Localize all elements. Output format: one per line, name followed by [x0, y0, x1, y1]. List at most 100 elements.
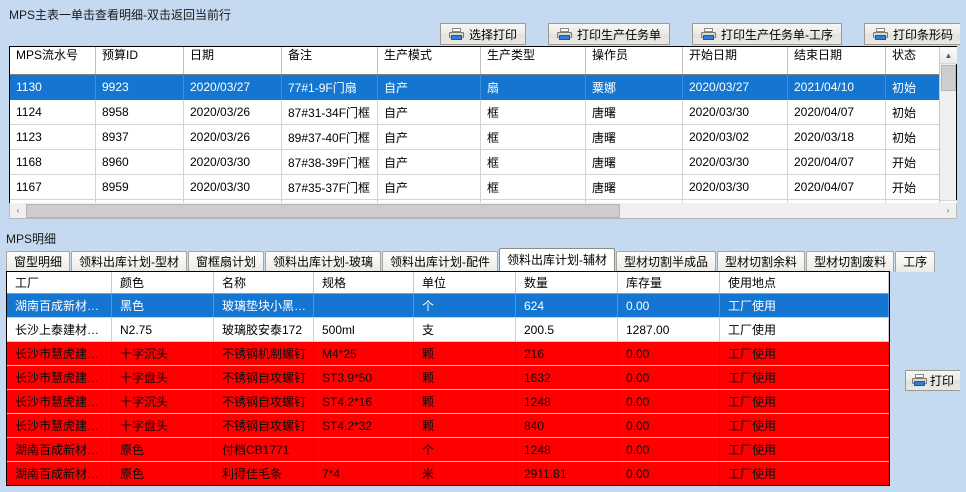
- horizontal-scroll-thumb[interactable]: [26, 203, 620, 218]
- horizontal-scroll-track[interactable]: [26, 203, 940, 218]
- table-row[interactable]: 湖南百成新材… 原色 利得佳毛条 7*4 米 2911.81 0.00 工厂使用: [7, 462, 889, 485]
- printer-icon: [912, 374, 927, 387]
- master-col-start-date[interactable]: 开始日期: [683, 47, 788, 74]
- cell-budget-id: 8958: [96, 100, 184, 124]
- scroll-left-icon[interactable]: ‹: [16, 206, 20, 215]
- cell-color: 原色: [112, 438, 214, 461]
- print-production-task-process-button[interactable]: 打印生产任务单-工序: [692, 23, 843, 45]
- cell-stock: 0.00: [618, 366, 720, 389]
- tab-profile-cut-scrap[interactable]: 型材切割废料: [806, 251, 895, 272]
- table-row[interactable]: 长沙市慧虎建… 十字沉头 不锈钢自攻螺钉 ST4.2*16 颗 1248 0.0…: [7, 390, 889, 414]
- cell-end-date: 2021/04/10: [788, 75, 886, 99]
- detail-grid[interactable]: 工厂 颜色 名称 规格 单位 数量 库存量 使用地点 湖南百成新材… 黑色 玻璃…: [6, 271, 890, 486]
- master-grid-vertical-scrollbar[interactable]: ▲ ▼: [939, 47, 957, 217]
- master-col-date[interactable]: 日期: [184, 47, 282, 74]
- select-print-button[interactable]: 选择打印: [440, 23, 527, 45]
- table-row[interactable]: 湖南百成新材… 黑色 玻璃垫块小黑… 个 624 0.00 工厂使用: [7, 294, 889, 318]
- detail-col-factory[interactable]: 工厂: [7, 272, 112, 293]
- master-col-budget-id[interactable]: 预算ID: [96, 47, 184, 74]
- detail-col-stock[interactable]: 库存量: [618, 272, 720, 293]
- cell-production-type: 框: [481, 125, 586, 149]
- master-col-status[interactable]: 状态: [886, 47, 941, 74]
- vertical-scroll-thumb[interactable]: [941, 65, 956, 91]
- cell-location: 工厂使用: [720, 438, 889, 461]
- print-production-task-button[interactable]: 打印生产任务单: [548, 23, 671, 45]
- master-col-mps-serial[interactable]: MPS流水号: [10, 47, 96, 74]
- cell-unit: 颗: [414, 366, 516, 389]
- detail-col-name[interactable]: 名称: [214, 272, 314, 293]
- table-row[interactable]: 长沙上泰建材… N2.75 玻璃胶安泰172 500ml 支 200.5 128…: [7, 318, 889, 342]
- cell-color: 十字盘头: [112, 414, 214, 437]
- cell-quantity: 840: [516, 414, 618, 437]
- table-row[interactable]: 长沙市慧虎建… 十字盘头 不锈钢自攻螺钉 ST4.2*32 颗 840 0.00…: [7, 414, 889, 438]
- table-row[interactable]: 湖南百成新材… 原色 付档CB1771 个 1248 0.00 工厂使用: [7, 438, 889, 462]
- cell-production-type: 扇: [481, 75, 586, 99]
- cell-name: 不锈钢机制螺钉: [214, 342, 314, 365]
- cell-operator: 唐曙: [586, 150, 683, 174]
- print-barcode-button[interactable]: 打印条形码: [864, 23, 963, 45]
- master-col-production-type[interactable]: 生产类型: [481, 47, 586, 74]
- detail-print-button[interactable]: 打印: [905, 370, 962, 391]
- detail-col-color[interactable]: 颜色: [112, 272, 214, 293]
- cell-factory: 湖南百成新材…: [7, 462, 112, 485]
- cell-production-type: 框: [481, 175, 586, 199]
- cell-unit: 颗: [414, 342, 516, 365]
- tab-frame-sash-plan[interactable]: 窗框扇计划: [188, 251, 265, 272]
- master-col-end-date[interactable]: 结束日期: [788, 47, 886, 74]
- table-row[interactable]: 1167 8959 2020/03/30 87#35-37F门框 自产 框 唐曙…: [10, 175, 956, 200]
- scroll-up-icon[interactable]: ▲: [940, 47, 957, 64]
- tab-window-type-detail[interactable]: 窗型明细: [6, 251, 71, 272]
- cell-stock: 0.00: [618, 438, 720, 461]
- cell-budget-id: 9923: [96, 75, 184, 99]
- master-col-operator[interactable]: 操作员: [586, 47, 683, 74]
- master-grid-header: MPS流水号 预算ID 日期 备注 生产模式 生产类型 操作员 开始日期 结束日…: [10, 47, 956, 75]
- master-col-production-mode[interactable]: 生产模式: [378, 47, 481, 74]
- cell-name: 利得佳毛条: [214, 462, 314, 485]
- cell-location: 工厂使用: [720, 294, 889, 317]
- master-section-title: MPS主表一单击查看明细-双击返回当前行: [9, 8, 232, 22]
- cell-end-date: 2020/04/07: [788, 100, 886, 124]
- scroll-right-icon[interactable]: ›: [946, 206, 950, 215]
- cell-production-mode: 自产: [378, 150, 481, 174]
- table-row[interactable]: 1168 8960 2020/03/30 87#38-39F门框 自产 框 唐曙…: [10, 150, 956, 175]
- tab-process[interactable]: 工序: [895, 251, 936, 272]
- print-toolbar: 选择打印 打印生产任务单 打印生产任务单-工序 打印条形码: [440, 23, 963, 45]
- detail-col-location[interactable]: 使用地点: [720, 272, 889, 293]
- table-row[interactable]: 1130 9923 2020/03/27 77#1-9F门扇 自产 扇 粟娜 2…: [10, 75, 956, 100]
- tab-profile-cut-semifinished[interactable]: 型材切割半成品: [616, 251, 717, 272]
- tab-material-outbound-fittings[interactable]: 领料出库计划-配件: [382, 251, 499, 272]
- tab-material-outbound-profile[interactable]: 领料出库计划-型材: [71, 251, 188, 272]
- table-row[interactable]: 1123 8937 2020/03/26 89#37-40F门框 自产 框 唐曙…: [10, 125, 956, 150]
- table-row[interactable]: 1124 8958 2020/03/26 87#31-34F门框 自产 框 唐曙…: [10, 100, 956, 125]
- cell-operator: 粟娜: [586, 75, 683, 99]
- tab-material-outbound-auxiliary[interactable]: 领料出库计划-辅材: [499, 248, 616, 272]
- cell-stock: 0.00: [618, 390, 720, 413]
- cell-quantity: 1248: [516, 438, 618, 461]
- cell-factory: 长沙市慧虎建…: [7, 414, 112, 437]
- tab-profile-cut-remnant[interactable]: 型材切割余料: [717, 251, 806, 272]
- detail-grid-header: 工厂 颜色 名称 规格 单位 数量 库存量 使用地点: [7, 272, 889, 294]
- detail-col-spec[interactable]: 规格: [314, 272, 414, 293]
- cell-stock: 0.00: [618, 462, 720, 485]
- cell-start-date: 2020/03/30: [683, 175, 788, 199]
- cell-end-date: 2020/04/07: [788, 150, 886, 174]
- master-col-remark[interactable]: 备注: [282, 47, 378, 74]
- cell-budget-id: 8960: [96, 150, 184, 174]
- detail-col-quantity[interactable]: 数量: [516, 272, 618, 293]
- cell-mps-serial: 1124: [10, 100, 96, 124]
- cell-spec: [314, 294, 414, 317]
- detail-section-title: MPS明细: [6, 232, 57, 246]
- printer-icon: [873, 27, 889, 41]
- cell-end-date: 2020/03/18: [788, 125, 886, 149]
- cell-quantity: 216: [516, 342, 618, 365]
- master-grid[interactable]: MPS流水号 预算ID 日期 备注 生产模式 生产类型 操作员 开始日期 结束日…: [9, 46, 957, 218]
- cell-spec: M4*25: [314, 342, 414, 365]
- table-row[interactable]: 长沙市慧虎建… 十字盘头 不锈钢自攻螺钉 ST3.9*50 颗 1632 0.0…: [7, 366, 889, 390]
- cell-location: 工厂使用: [720, 342, 889, 365]
- cell-status: 初始: [886, 125, 941, 149]
- detail-col-unit[interactable]: 单位: [414, 272, 516, 293]
- table-row[interactable]: 长沙市慧虎建… 十字沉头 不锈钢机制螺钉 M4*25 颗 216 0.00 工厂…: [7, 342, 889, 366]
- cell-factory: 长沙市慧虎建…: [7, 366, 112, 389]
- master-grid-horizontal-scrollbar[interactable]: ‹ ›: [9, 203, 957, 219]
- tab-material-outbound-glass[interactable]: 领料出库计划-玻璃: [265, 251, 382, 272]
